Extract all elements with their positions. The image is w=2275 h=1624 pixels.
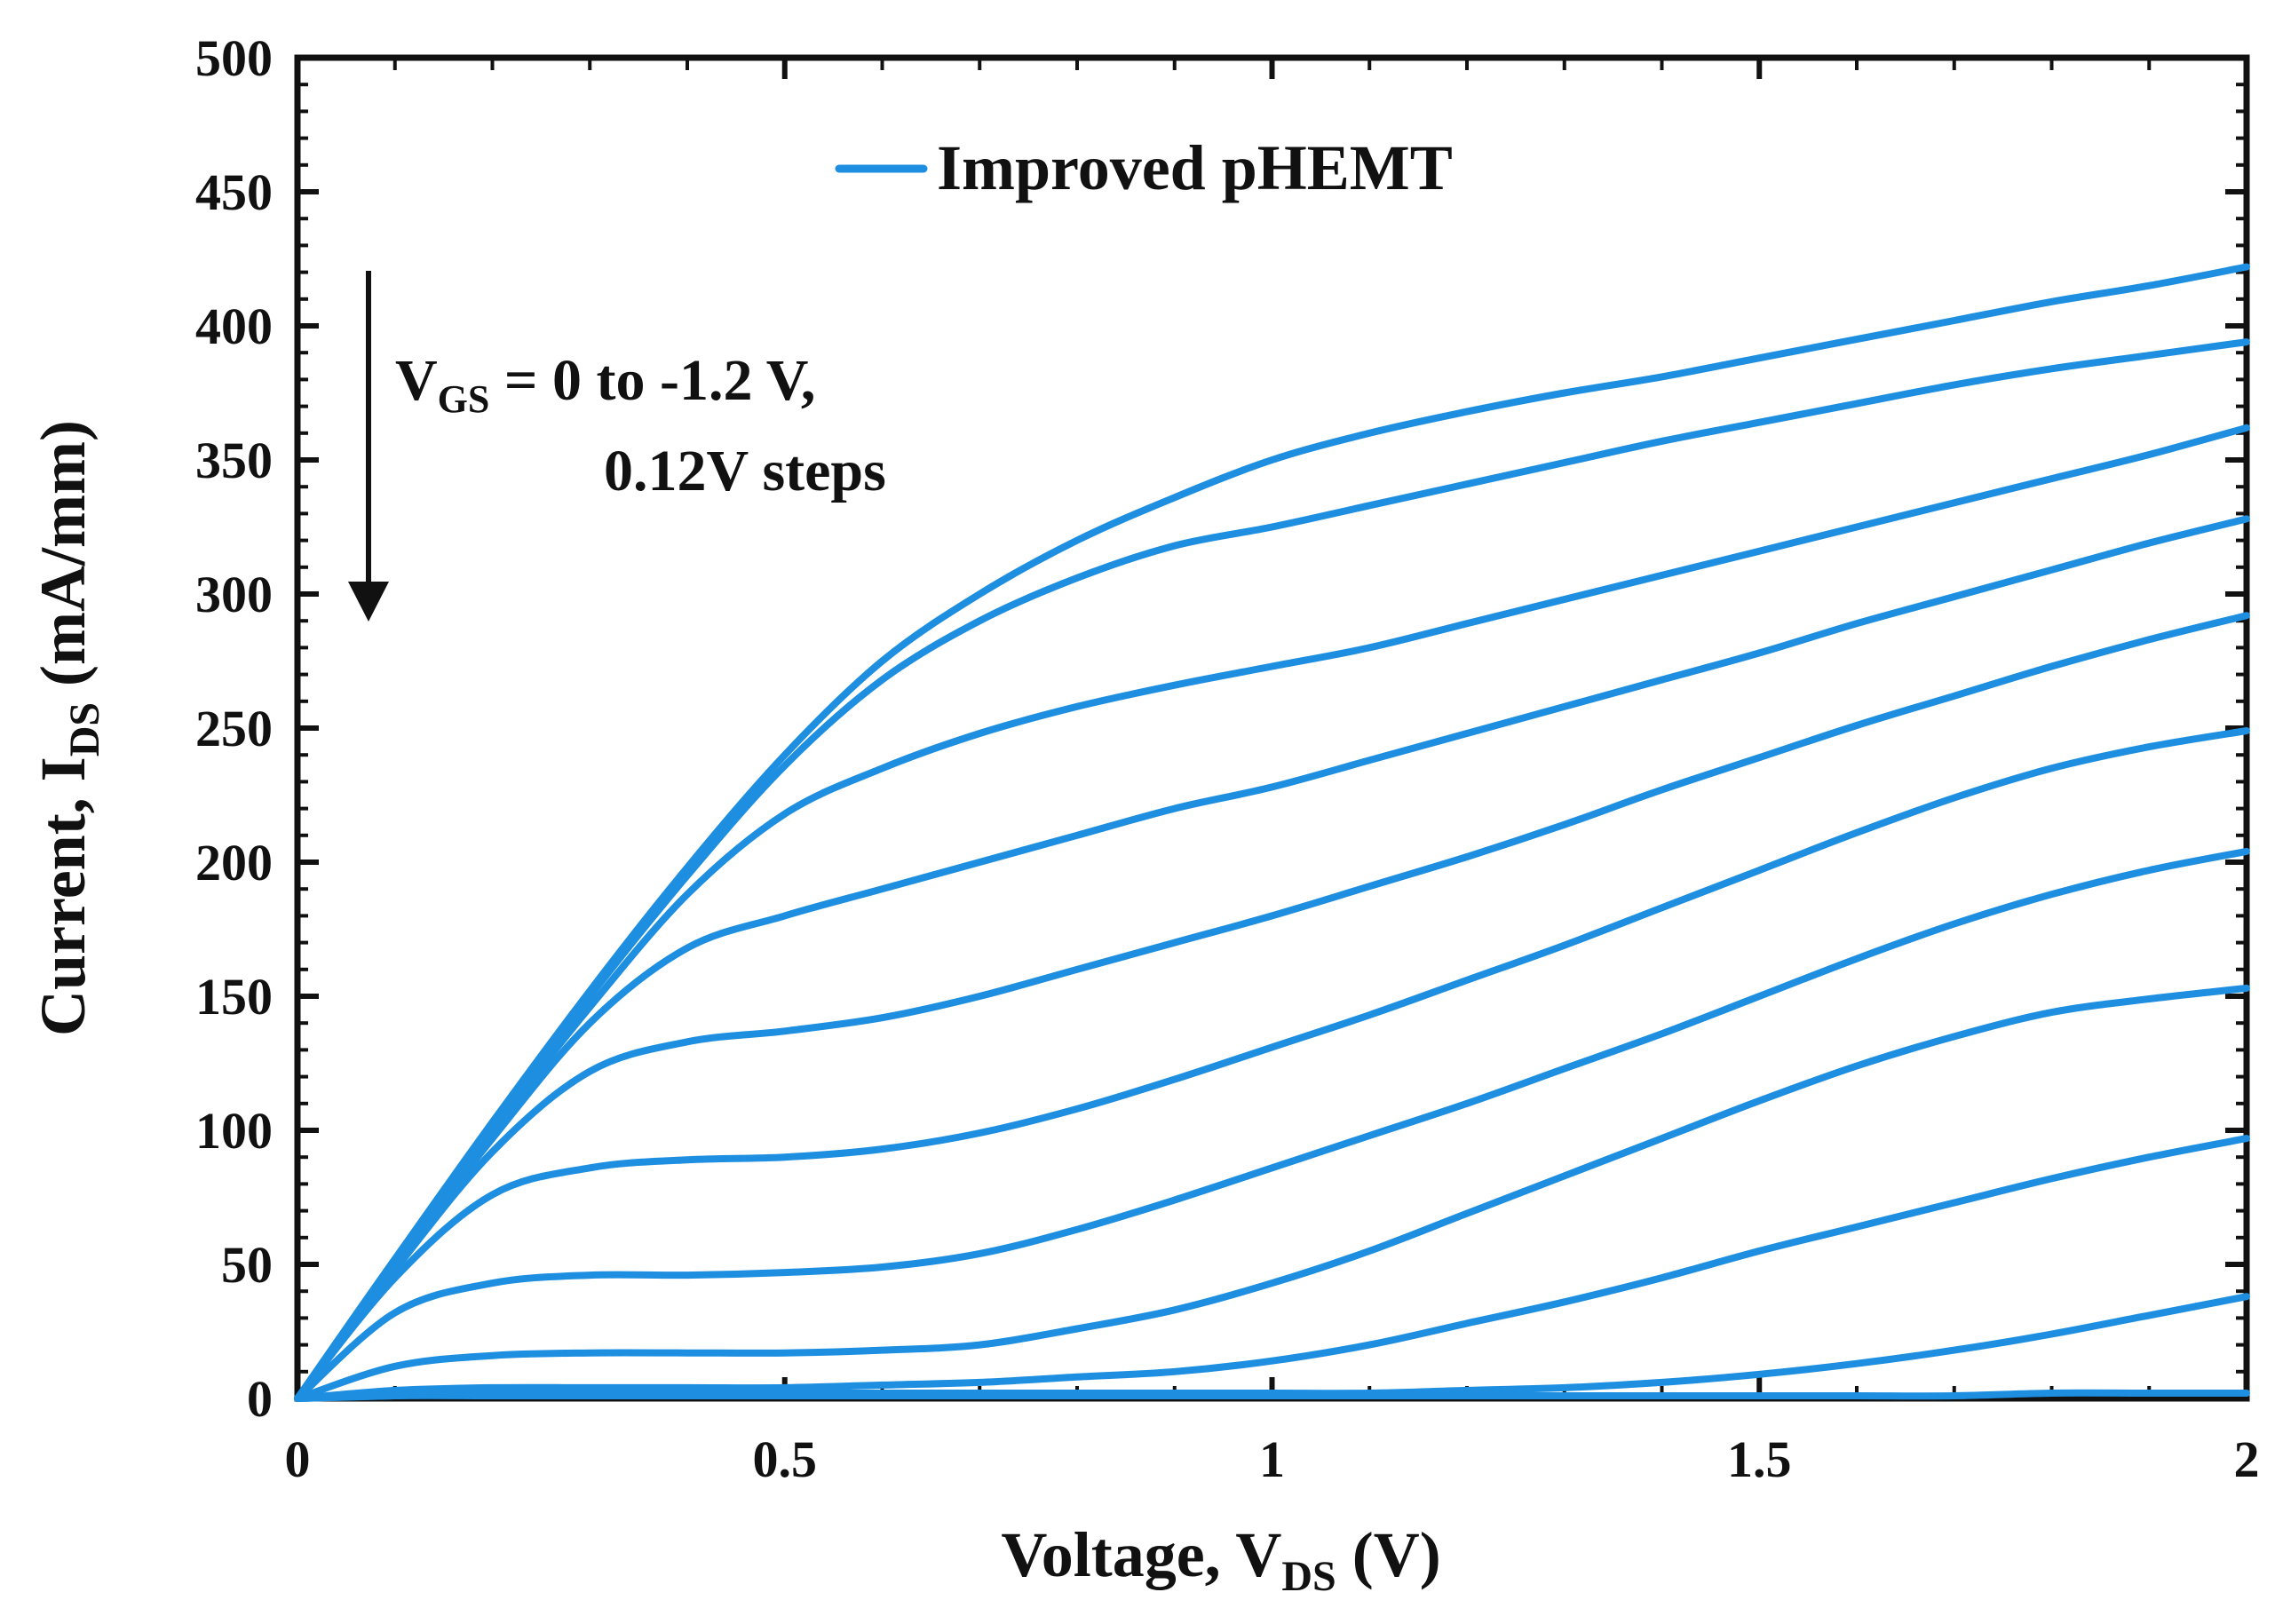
x-axis-title-sub: DS [1281, 1553, 1336, 1600]
x-axis-title: Voltage, VDS (V) [1001, 1519, 1440, 1600]
y-axis-title-sub: DS [61, 702, 108, 757]
annotation-v: V [395, 348, 438, 413]
x-tick-label: 1 [1259, 1430, 1285, 1488]
series-lines [294, 263, 2250, 1402]
x-axis-title-unit: (V) [1336, 1519, 1441, 1590]
x-axis-title-main: Voltage, V [1001, 1519, 1281, 1590]
annotation-line-1: VGS = 0 to -1.2 V, [395, 348, 815, 421]
y-axis-title-main: Current, I [28, 757, 99, 1036]
x-tick-label: 0 [285, 1430, 311, 1488]
series-line-7 [294, 847, 2250, 1402]
series-line-4 [294, 515, 2250, 1402]
annotation-range: = 0 to -1.2 V, [489, 348, 815, 413]
y-tick-labels: 0 50 100 150 200 250 300 350 400 450 500 [195, 29, 273, 1428]
y-tick-label: 50 [221, 1236, 273, 1294]
y-tick-label: 100 [195, 1102, 273, 1160]
y-tick-label: 250 [195, 700, 273, 757]
y-tick-label: 150 [195, 968, 273, 1026]
x-tick-label: 1.5 [1727, 1430, 1792, 1488]
y-tick-label: 450 [195, 163, 273, 221]
down-arrow-icon [348, 582, 389, 622]
series-line-9 [294, 1135, 2250, 1402]
legend: Improved pHEMT [835, 132, 1453, 203]
y-axis-title-unit: (mA/mm) [28, 420, 99, 702]
series-line-5 [294, 612, 2250, 1402]
y-tick-label: 300 [195, 566, 273, 623]
y-axis-title: Current, IDS (mA/mm) [28, 420, 108, 1036]
annotation-line-2: 0.12V steps [604, 439, 886, 503]
legend-label: Improved pHEMT [937, 132, 1453, 203]
y-tick-label: 500 [195, 29, 273, 87]
series-line-3 [294, 424, 2250, 1402]
y-tick-label: 200 [195, 834, 273, 891]
y-tick-label: 400 [195, 297, 273, 355]
y-tick-label: 350 [195, 432, 273, 489]
series-line-6 [294, 727, 2250, 1402]
series-line-2 [294, 338, 2250, 1402]
y-tick-label: 0 [247, 1370, 273, 1428]
series-line-8 [294, 984, 2250, 1402]
x-tick-labels: 0 0.5 1 1.5 2 [285, 1430, 2260, 1488]
series-line-11 [294, 1389, 2250, 1402]
x-tick-label: 2 [2234, 1430, 2260, 1488]
vgs-annotation: VGS = 0 to -1.2 V, 0.12V steps [348, 271, 886, 622]
x-tick-label: 0.5 [753, 1430, 818, 1488]
annotation-gs-sub: GS [438, 377, 490, 421]
